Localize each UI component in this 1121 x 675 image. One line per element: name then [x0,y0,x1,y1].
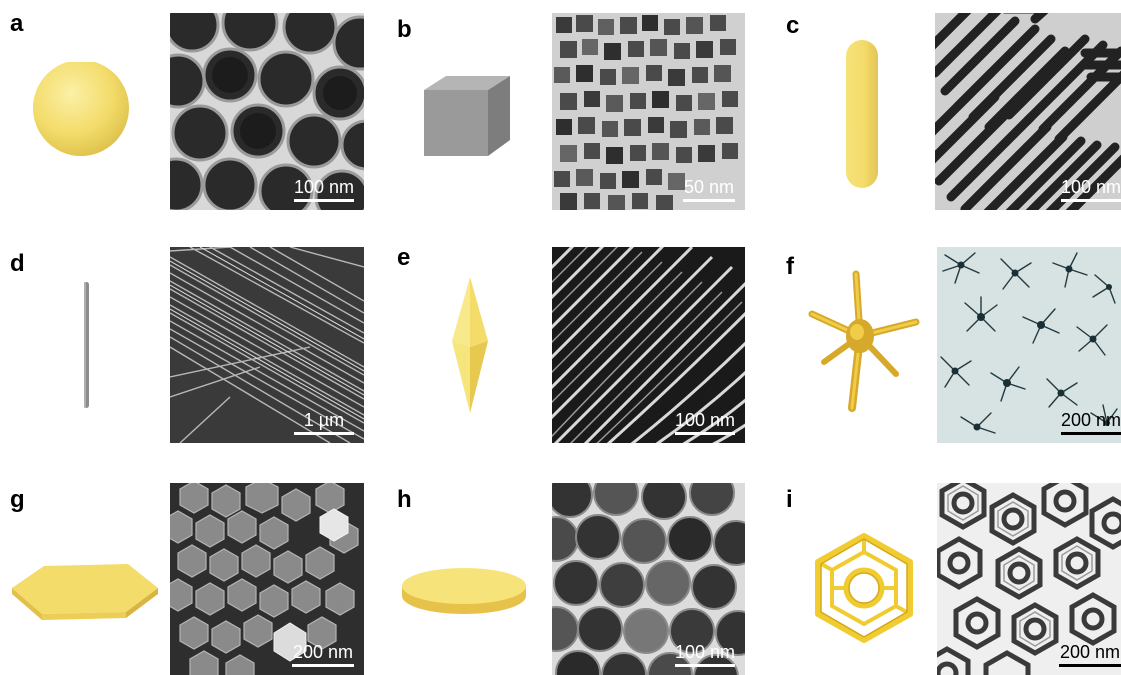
panel-letter: e [397,244,411,271]
scale-label: 200 nm [1060,410,1121,430]
tem-micrograph-rods: 100 nm [935,13,1121,210]
scale-label: 1 µm [303,410,345,430]
scale-bar: 50 nm [683,178,735,202]
sphere-model [33,62,129,156]
rod-model [846,40,878,188]
scale-bar: 100 nm [1061,178,1121,202]
panel-letter: a [10,10,24,37]
scale-label: 50 nm [683,177,735,197]
panel-letter: f [786,253,794,280]
tem-micrograph-spheres: 100 nm [170,13,364,210]
scale-line [674,664,735,667]
scale-bar: 200 nm [1059,643,1121,667]
scale-label: 100 nm [293,177,354,197]
tem-micrograph-cubes: 50 nm [552,13,745,210]
panel-letter: b [397,16,412,43]
cube-model [424,76,510,156]
scale-line [1060,432,1121,435]
scale-label: 100 nm [674,410,735,430]
tem-micrograph-bipyramids: 100 nm [552,247,745,443]
panel-letter: g [10,486,25,513]
bipyramid-model [452,277,488,413]
scale-bar: 100 nm [294,178,354,202]
panel-letter: i [786,486,793,513]
scale-line [294,432,354,435]
panel-letter: c [786,12,800,39]
scale-line [674,432,735,435]
scale-label: 200 nm [292,642,354,662]
scale-bar: 200 nm [292,643,354,667]
panel-letter: d [10,250,25,277]
scale-bar: 200 nm [1061,411,1121,435]
branched-star-model [808,270,920,412]
scale-bar: 1 µm [294,411,354,435]
hexagonal-plate-model [12,564,158,620]
tem-micrograph-disks: 100 nm [552,483,745,675]
scale-bar: 100 nm [675,643,735,667]
scale-label: 100 nm [674,642,735,662]
hexagonal-ring-model [815,533,913,643]
scale-bar: 100 nm [675,411,735,435]
scale-line [1060,199,1121,202]
scale-line [1059,664,1121,667]
scale-line [293,199,354,202]
sem-micrograph-wires: 1 µm [170,247,364,443]
sem-micrograph-hexagonal-plates: 200 nm [170,483,364,675]
scale-line [292,664,354,667]
scale-label: 100 nm [1060,177,1121,197]
tem-micrograph-hexagonal-rings: 200 nm [937,483,1121,675]
scale-line [683,199,735,202]
wire-model [84,282,89,408]
panel-letter: h [397,486,412,513]
scale-label: 200 nm [1059,642,1121,662]
tem-micrograph-branched-stars: 200 nm [937,247,1121,443]
circular-disk-model [402,568,526,614]
